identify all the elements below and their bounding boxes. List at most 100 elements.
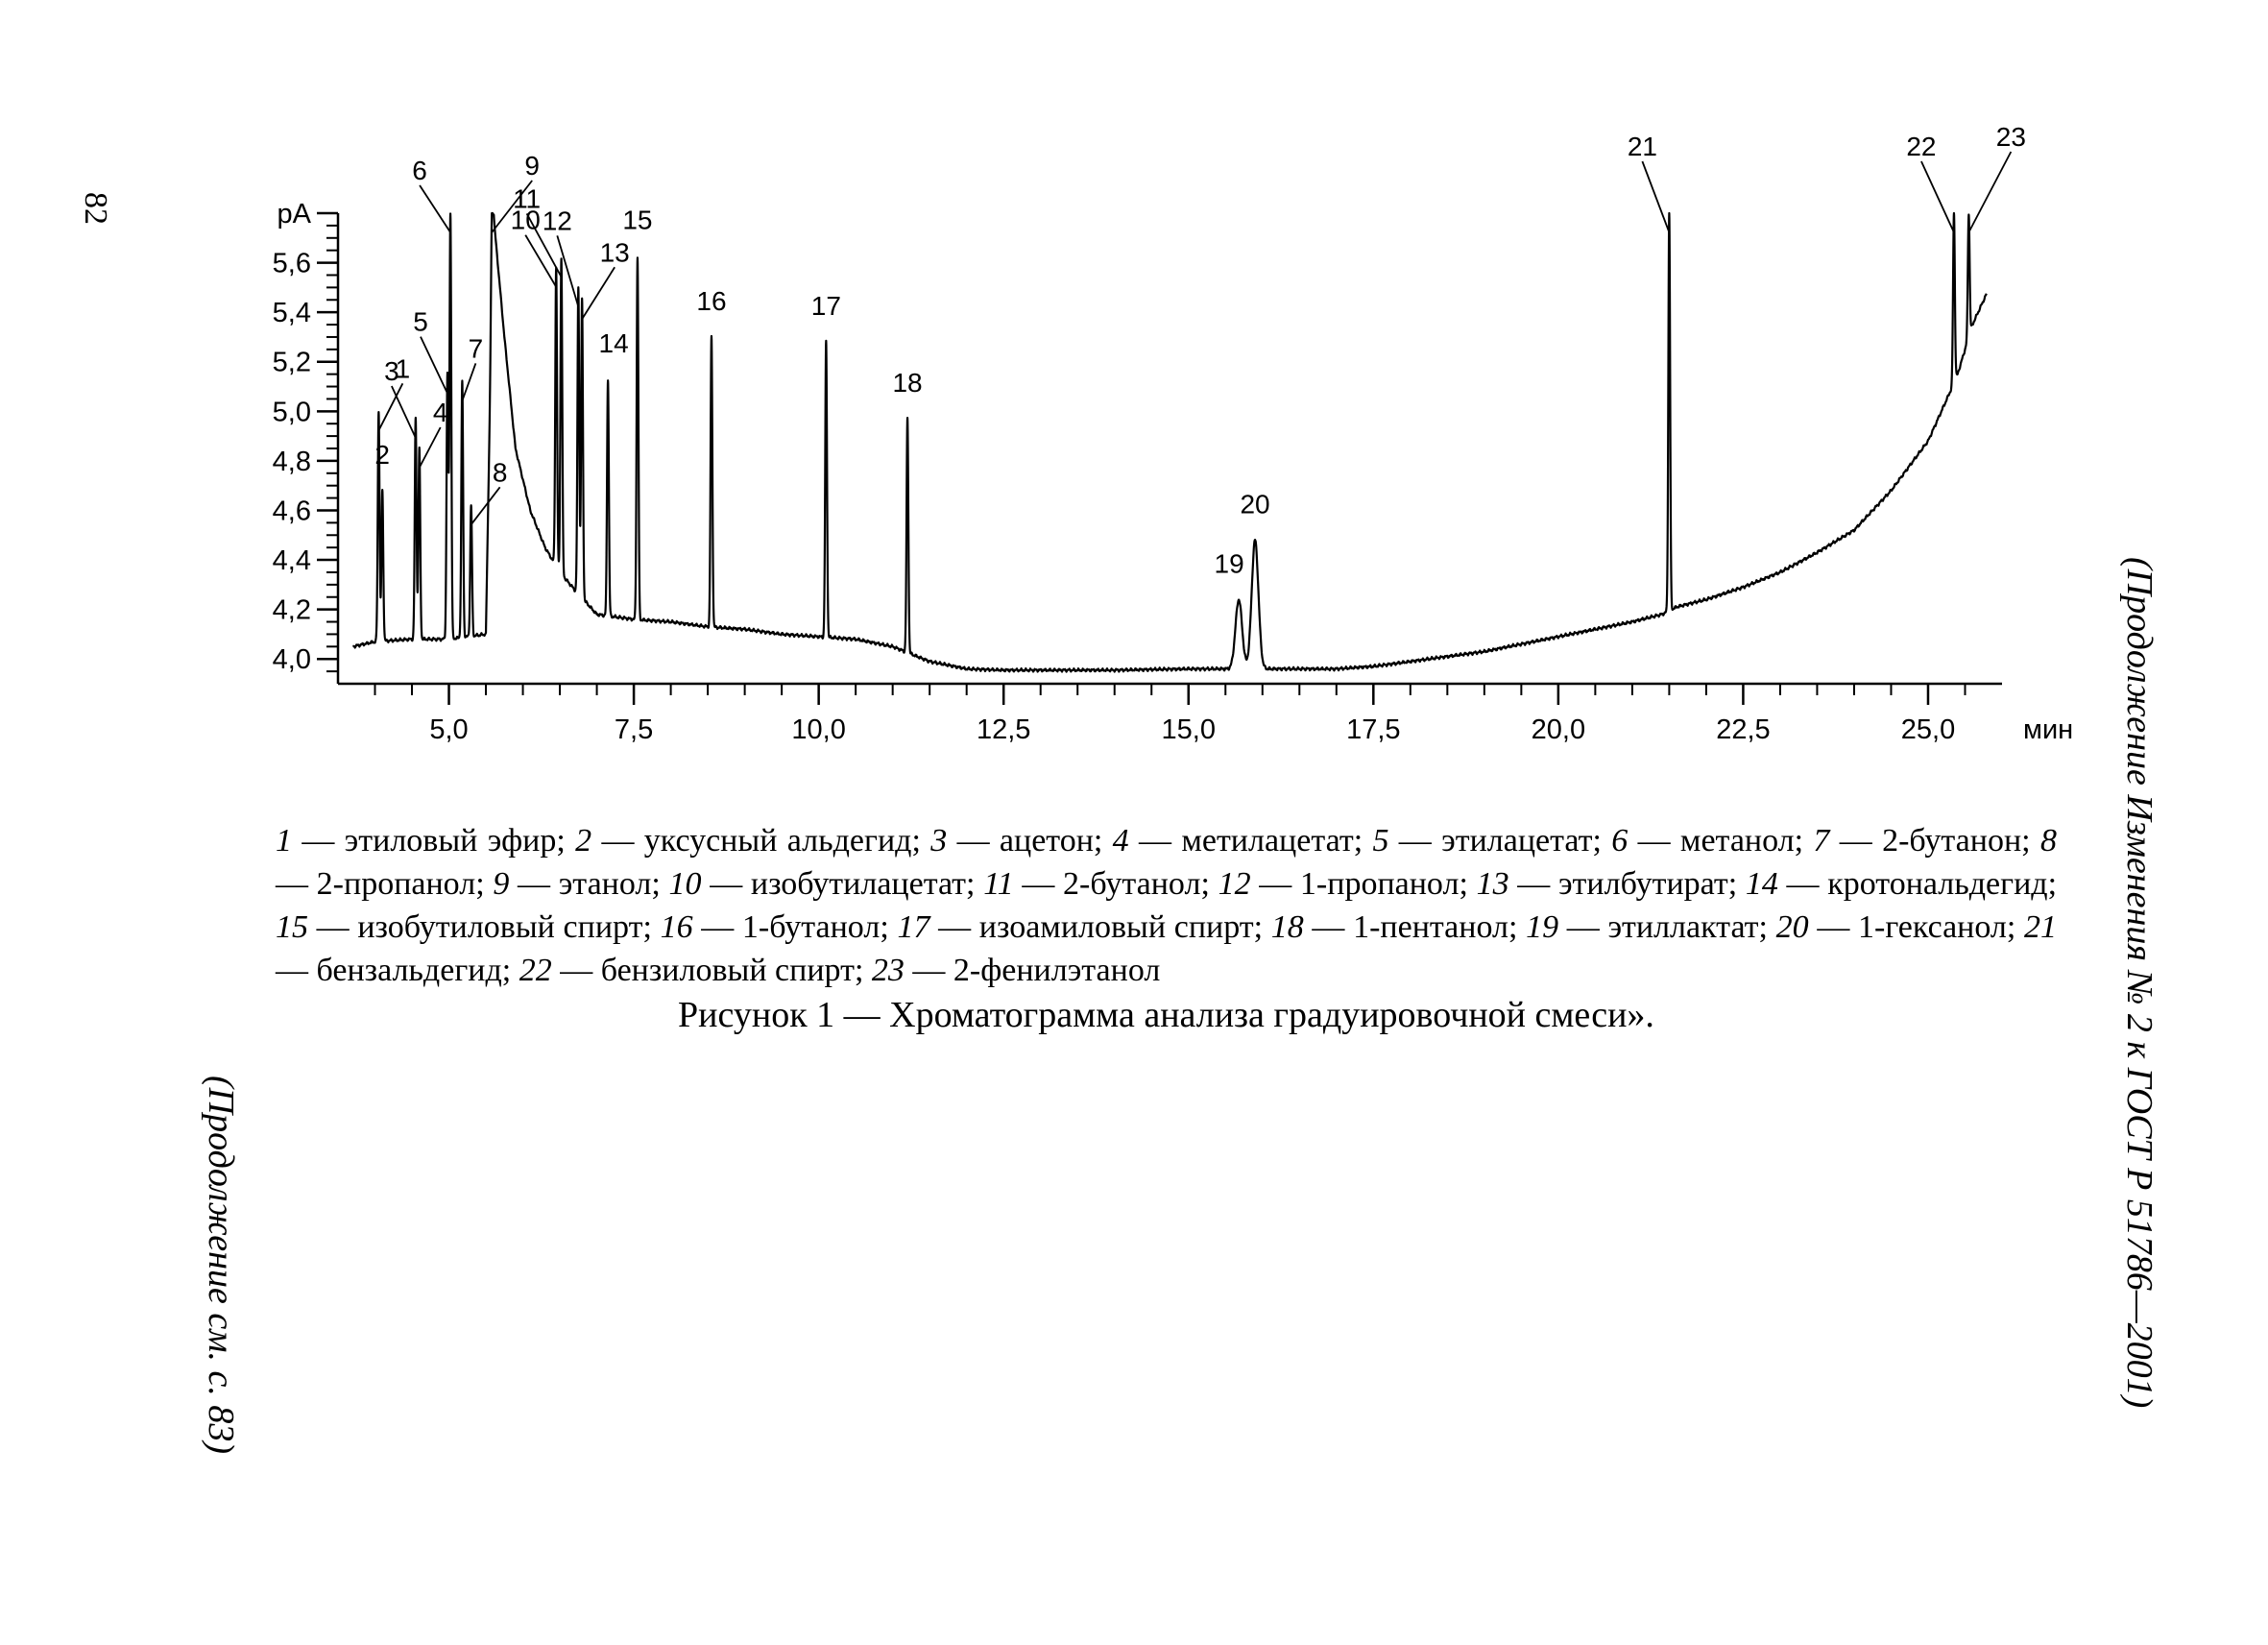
legend-name: — 1-пентанол xyxy=(1303,909,1508,945)
peak-label: 5 xyxy=(413,307,428,337)
peak-leader-line xyxy=(377,382,404,431)
y-tick-label: 4,0 xyxy=(273,644,311,675)
y-tick-label: 5,4 xyxy=(273,298,311,328)
legend-item-17: 17 — изоамиловый спирт xyxy=(897,909,1253,945)
legend-item-6: 6 — метанол xyxy=(1611,823,1794,859)
legend-item-8: 8 — 2-пропанол xyxy=(276,823,2057,902)
peak-label: 17 xyxy=(811,291,841,321)
peak-label: 3 xyxy=(384,356,399,386)
y-tick-label: 4,8 xyxy=(273,447,311,477)
legend-number: 7 xyxy=(1813,823,1830,859)
x-tick-label: 25,0 xyxy=(1901,714,1955,745)
peak-label: 21 xyxy=(1628,132,1657,161)
x-tick-label: 10,0 xyxy=(791,714,845,745)
continuation-note: (Продолжение см. с. 83) xyxy=(201,1076,241,1455)
peak-leader-line xyxy=(418,426,442,469)
peak-leader-line xyxy=(491,180,533,233)
peak-label: 22 xyxy=(1906,132,1936,161)
legend-name: — бензальдегид xyxy=(276,953,502,988)
legend-name: — уксусный альдегид xyxy=(591,823,912,859)
legend-name: — 2-бутанон xyxy=(1829,823,2022,859)
peak-label: 19 xyxy=(1215,548,1244,578)
y-tick-label: 5,0 xyxy=(273,397,311,427)
legend-item-3: 3 — ацетон xyxy=(930,823,1094,859)
legend-number: 9 xyxy=(493,866,510,902)
legend-item-16: 16 — 1-бутанол xyxy=(661,909,881,945)
legend-number: 18 xyxy=(1270,909,1304,945)
y-tick-label: 4,4 xyxy=(273,545,311,576)
legend-name: — метилацетат xyxy=(1128,823,1354,859)
peak-label: 20 xyxy=(1240,489,1269,519)
legend-name: — этилбутират xyxy=(1508,866,1728,902)
legend-item-7: 7 — 2-бутанон xyxy=(1813,823,2021,859)
x-tick-label: 7,5 xyxy=(615,714,653,745)
peak-leader-line xyxy=(581,266,615,320)
peak-label: 2 xyxy=(374,440,390,470)
legend-number: 14 xyxy=(1745,866,1778,902)
chromatogram-trace xyxy=(352,211,1988,673)
peak-label: 1 xyxy=(396,353,411,383)
peak-label: 7 xyxy=(469,333,484,363)
legend-item-15: 15 — изобутиловый спирт xyxy=(276,909,642,945)
legend-name: — изобутиловый спирт xyxy=(308,909,643,945)
legend-item-10: 10 — изобутилацетат xyxy=(669,866,967,902)
legend-number: 1 xyxy=(276,823,292,859)
peak-leader-line xyxy=(556,235,580,307)
legend-number: 13 xyxy=(1476,866,1509,902)
legend-name: — 2-бутанол xyxy=(1013,866,1201,902)
page-number: 82 xyxy=(78,192,113,225)
legend-number: 2 xyxy=(575,823,592,859)
x-axis-label: мин xyxy=(2023,714,2073,745)
peak-leader-line xyxy=(1967,151,2013,233)
peak-label: 4 xyxy=(433,398,448,427)
peak-label: 13 xyxy=(600,237,630,267)
legend-name: — 2-фенилэтанол xyxy=(904,953,1161,988)
legend-item-21: 21 — бензальдегид xyxy=(276,909,2057,988)
legend-item-2: 2 — уксусный альдегид xyxy=(575,823,911,859)
peak-label: 8 xyxy=(493,457,508,487)
legend-name: — бензиловый спирт xyxy=(551,953,855,988)
legend-number: 21 xyxy=(2024,909,2058,945)
legend-name: — этиллактат xyxy=(1558,909,1759,945)
legend-name: — этиловый эфир xyxy=(292,823,557,859)
legend-name: — 2-пропанол xyxy=(276,866,476,902)
peak-leader-line xyxy=(1920,160,1955,233)
legend-number: 5 xyxy=(1372,823,1389,859)
peak-leader-line xyxy=(1641,160,1671,233)
legend-number: 23 xyxy=(871,953,905,988)
legend-item-9: 9 — этанол xyxy=(493,866,651,902)
y-tick-label: 5,6 xyxy=(273,249,311,279)
peak-leader-line xyxy=(461,363,477,401)
legend-item-11: 11 — 2-бутанол xyxy=(983,866,1200,902)
x-tick-label: 5,0 xyxy=(429,714,468,745)
x-tick-label: 17,5 xyxy=(1346,714,1400,745)
chromatogram-chart: 5,0 7,5 10,0 12,5 15,0 17,5 20,0 22,5 25,0 мин4,0… xyxy=(273,122,2073,745)
peak-label: 14 xyxy=(599,328,629,358)
legend-name: — изоамиловый спирт xyxy=(929,909,1254,945)
peak-leader-line xyxy=(524,234,557,288)
legend-number: 22 xyxy=(519,953,552,988)
legend-name: — 1-гексанол xyxy=(1808,909,2007,945)
peak-label: 15 xyxy=(622,205,652,234)
legend-item-12: 12 — 1-пропанол xyxy=(1218,866,1460,902)
legend-name: — 1-бутанол xyxy=(692,909,881,945)
peak-label: 12 xyxy=(543,206,572,235)
peak-leader-line xyxy=(419,184,451,233)
legend-number: 17 xyxy=(897,909,930,945)
x-tick-label: 15,0 xyxy=(1162,714,1216,745)
figure-caption: Рисунок 1 — Хроматограмма анализа градуи… xyxy=(678,995,1654,1035)
amendment-header: (Продолжение Изменения № 2 к ГОСТ Р 5178… xyxy=(2119,557,2159,1409)
legend-number: 8 xyxy=(2039,823,2057,859)
legend-item-22: 22 — бензиловый спирт xyxy=(519,953,855,988)
legend-number: 19 xyxy=(1526,909,1559,945)
trace-line xyxy=(352,211,1988,673)
legend-number: 6 xyxy=(1611,823,1629,859)
legend-item-14: 14 — кротональдегид xyxy=(1746,866,2048,902)
peak-leader-line xyxy=(420,336,448,395)
y-tick-label: 5,2 xyxy=(273,348,311,378)
peak-leader-line xyxy=(391,385,417,439)
x-tick-label: 20,0 xyxy=(1532,714,1585,745)
legend-name: — изобутилацетат xyxy=(701,866,967,902)
legend-number: 4 xyxy=(1112,823,1129,859)
